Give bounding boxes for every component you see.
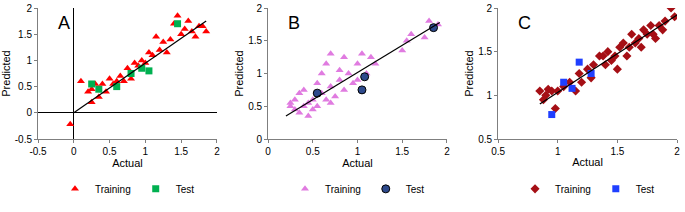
svg-text:Predicted: Predicted (463, 50, 475, 96)
svg-text:0: 0 (265, 146, 271, 157)
svg-text:2: 2 (256, 3, 262, 14)
svg-text:Actual: Actual (342, 157, 373, 169)
svg-text:Test: Test (406, 184, 425, 195)
svg-text:1.5: 1.5 (18, 29, 32, 40)
svg-text:1: 1 (555, 146, 561, 157)
svg-text:Predicted: Predicted (0, 50, 12, 96)
svg-text:Training: Training (95, 184, 131, 195)
svg-text:Predicted: Predicted (233, 50, 245, 96)
svg-text:-0.5: -0.5 (29, 146, 47, 157)
svg-text:1: 1 (355, 146, 361, 157)
svg-text:1.5: 1.5 (610, 146, 624, 157)
svg-text:1: 1 (256, 68, 262, 79)
svg-text:2: 2 (487, 3, 493, 14)
svg-text:0.5: 0.5 (478, 134, 492, 145)
svg-text:2: 2 (214, 146, 220, 157)
svg-text:0.5: 0.5 (306, 146, 320, 157)
svg-text:0.5: 0.5 (491, 146, 505, 157)
svg-text:Test: Test (636, 184, 655, 195)
svg-text:Training: Training (325, 184, 361, 195)
svg-text:C: C (518, 13, 531, 33)
svg-text:0: 0 (26, 107, 32, 118)
svg-text:1: 1 (143, 146, 149, 157)
svg-text:1.5: 1.5 (174, 146, 188, 157)
svg-text:2: 2 (26, 3, 32, 14)
svg-text:Test: Test (176, 184, 195, 195)
svg-text:B: B (288, 13, 300, 33)
svg-text:2: 2 (444, 146, 450, 157)
svg-text:0: 0 (71, 146, 77, 157)
svg-text:1.5: 1.5 (478, 46, 492, 57)
svg-text:Training: Training (555, 184, 591, 195)
svg-text:0.5: 0.5 (103, 146, 117, 157)
svg-text:0: 0 (256, 134, 262, 145)
svg-text:-0.5: -0.5 (15, 134, 33, 145)
svg-text:Actual: Actual (112, 157, 143, 169)
svg-text:1.5: 1.5 (395, 146, 409, 157)
svg-text:1.5: 1.5 (248, 35, 262, 46)
svg-text:0.5: 0.5 (248, 101, 262, 112)
svg-text:1: 1 (26, 55, 32, 66)
svg-text:A: A (58, 13, 70, 33)
svg-text:0.5: 0.5 (18, 81, 32, 92)
svg-text:2: 2 (674, 146, 680, 157)
svg-text:1: 1 (487, 90, 493, 101)
svg-text:Actual: Actual (572, 156, 603, 168)
